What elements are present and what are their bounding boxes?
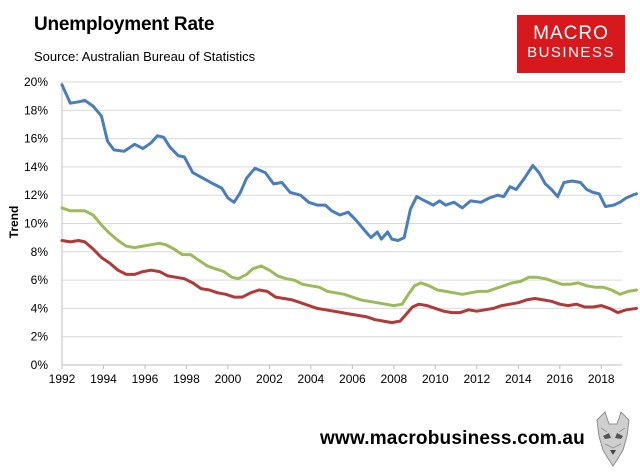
x-tick-label: 2010 [422,372,449,386]
y-axis-label: Trend [7,206,21,239]
chart-title: Unemployment Rate [34,14,215,35]
x-tick-label: 2006 [339,372,366,386]
y-tick-label: 16% [24,132,48,146]
x-axis-ticks: 1992 1994 1996 1998 2000 2002 2004 2006 2008 2010… [49,365,615,386]
x-tick-label: 2012 [463,372,490,386]
y-tick-label: 0% [31,358,49,372]
y-tick-label: 8% [31,245,49,259]
macrobusiness-logo[interactable]: MACRO BUSINESS [517,15,625,73]
x-tick-label: 1998 [173,372,200,386]
y-tick-label: 4% [31,301,49,315]
wolf-icon [596,411,630,467]
logo-line-2: BUSINESS [527,44,615,61]
y-tick-label: 10% [24,217,48,231]
x-tick-label: 2002 [256,372,283,386]
series-line-1 [60,83,638,242]
x-tick-label: 1992 [49,372,76,386]
x-tick-label: 2000 [215,372,242,386]
x-tick-label: 1994 [90,372,117,386]
x-tick-label: 2018 [588,372,615,386]
y-tick-label: 20% [24,75,48,89]
y-axis-ticks: 0% 2% 4% 6% 8% 10% 12% 14% 16% 18% 20% [24,75,48,372]
x-tick-label: 1996 [132,372,159,386]
unemployment-line-chart: 0%2%4%6%8%10%12%14%16%18%20% 1992 1994 199… [7,75,638,386]
series-line-3 [60,239,638,325]
y-tick-label: 12% [24,188,48,202]
y-tick-label: 2% [31,330,49,344]
logo-line-1: MACRO [533,23,609,44]
x-tick-label: 2004 [298,372,325,386]
series-lines [60,83,638,325]
y-tick-label: 6% [31,273,49,287]
chart-source: Source: Australian Bureau of Statistics [34,49,256,64]
x-tick-label: 2016 [546,372,573,386]
y-tick-label: 18% [24,103,48,117]
gridlines [62,81,622,366]
series-line-2 [60,206,638,308]
y-tick-label: 14% [24,160,48,174]
axes [61,82,622,366]
x-tick-label: 2008 [381,372,408,386]
x-tick-label: 2014 [505,372,532,386]
website-url[interactable]: www.macrobusiness.com.au [320,428,585,449]
